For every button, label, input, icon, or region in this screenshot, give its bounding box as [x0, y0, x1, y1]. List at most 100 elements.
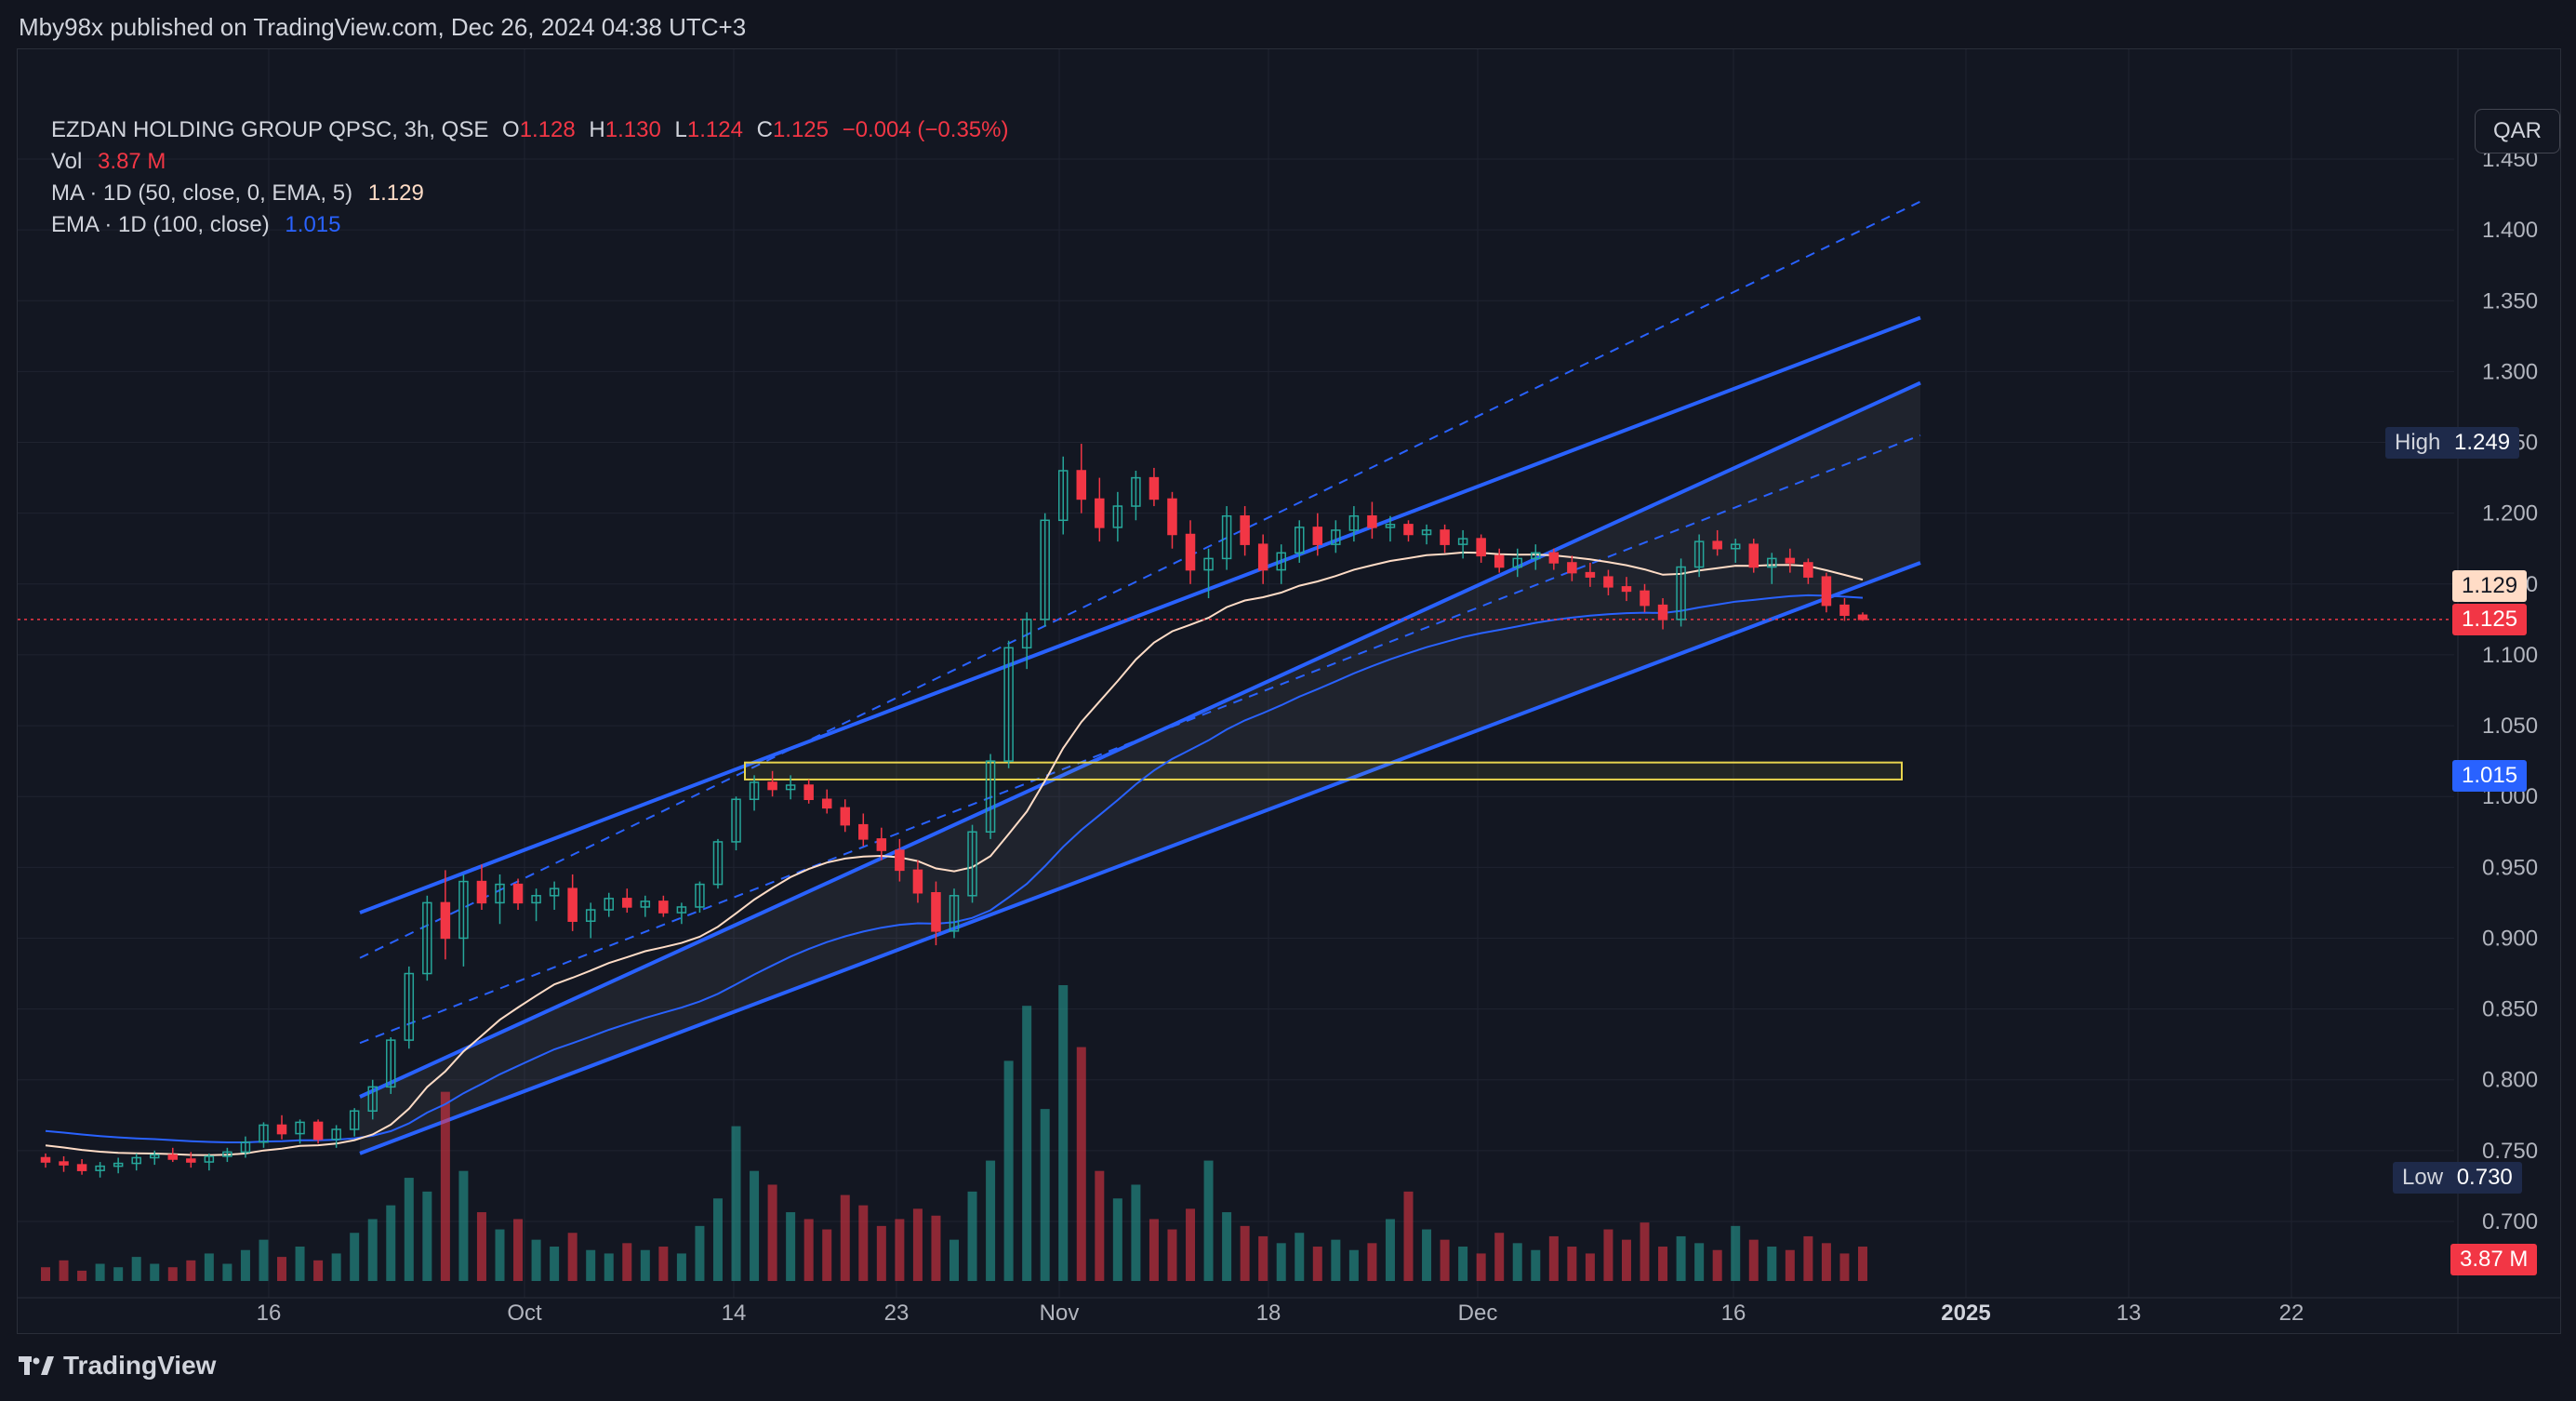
- support-zone: [744, 761, 1903, 781]
- volume-bar-96: [1785, 1249, 1795, 1281]
- candle-body-58: [1095, 498, 1105, 528]
- candle-46: [876, 827, 887, 861]
- candle-body-19: [386, 1039, 396, 1088]
- volume-bar-60: [1131, 1184, 1141, 1281]
- candle-2: [76, 1159, 87, 1175]
- candle-body-27: [531, 895, 541, 904]
- volume-bar-84: [1567, 1247, 1577, 1281]
- candle-31: [604, 892, 614, 917]
- volume-bar-11: [240, 1249, 250, 1281]
- candle-body-84: [1567, 562, 1577, 574]
- volume-bar-76: [1422, 1229, 1432, 1281]
- candle-65: [1221, 506, 1232, 570]
- candle-24: [476, 864, 487, 911]
- candle-body-72: [1348, 514, 1360, 531]
- candle-42: [803, 779, 814, 804]
- candle-100: [1857, 612, 1868, 621]
- volume-bar-85: [1585, 1253, 1595, 1281]
- volume-bar-10: [222, 1263, 232, 1281]
- volume-bar-58: [1095, 1170, 1105, 1281]
- price-tick-1: 0.750: [2482, 1139, 2538, 1164]
- candle-body-95: [1767, 557, 1777, 568]
- ma-badge: 1.129: [2452, 570, 2528, 602]
- volume-bar-49: [931, 1215, 941, 1281]
- ema-label: EMA · 1D (100, close): [51, 212, 270, 237]
- volume-bar-91: [1694, 1243, 1705, 1281]
- candle-10: [222, 1147, 232, 1163]
- volume-bar-2: [77, 1270, 87, 1281]
- channel-lower-line: [359, 561, 1921, 1155]
- candle-body-1: [59, 1161, 69, 1166]
- candle-61: [1149, 467, 1160, 507]
- volume-bar-70: [1312, 1247, 1322, 1281]
- price-tick-3: 0.850: [2482, 997, 2538, 1022]
- candle-37: [712, 838, 724, 889]
- candle-47: [895, 838, 905, 882]
- candle-body-90: [1676, 566, 1686, 620]
- time-tick-0: 16: [257, 1301, 282, 1326]
- ma-value: 1.129: [367, 180, 424, 206]
- volume-bar-34: [658, 1247, 669, 1281]
- candle-body-70: [1312, 527, 1323, 545]
- open-value: 1.128: [519, 117, 576, 142]
- candle-19: [386, 1037, 396, 1094]
- candle-body-8: [186, 1158, 196, 1163]
- price-chart[interactable]: 0.7000.7500.8000.8500.9000.9501.0001.050…: [18, 49, 2560, 1333]
- volume-bar-90: [1676, 1235, 1686, 1281]
- volume-bar-30: [586, 1249, 596, 1281]
- candle-83: [1548, 548, 1560, 570]
- candle-93: [1730, 539, 1741, 563]
- low-badge: Low 0.730: [2393, 1162, 2522, 1194]
- volume-bar-6: [150, 1263, 160, 1281]
- candle-body-68: [1276, 552, 1286, 571]
- candle-11: [240, 1136, 251, 1158]
- volume-bar-24: [476, 1212, 486, 1281]
- candle-body-22: [440, 901, 451, 940]
- channel-mid-lower-line: [359, 434, 1921, 1045]
- candle-36: [695, 881, 705, 914]
- chart-frame[interactable]: 0.700 0.750 0.800 0.850 0.900 0.950 1.000 1.050…: [17, 48, 2561, 1334]
- support-zone-rect: [744, 761, 1903, 781]
- candle-body-91: [1693, 540, 1705, 568]
- candle-body-41: [785, 784, 796, 791]
- close-value: 1.125: [772, 117, 829, 142]
- candle-67: [1257, 534, 1268, 584]
- candle-body-55: [1040, 519, 1050, 620]
- tradingview-logo[interactable]: TradingView: [19, 1351, 216, 1381]
- candle-body-28: [549, 887, 560, 897]
- candle-body-69: [1295, 527, 1305, 554]
- time-tick-7: 16: [1721, 1301, 1746, 1326]
- candle-body-40: [767, 781, 777, 791]
- price-axis: 0.7000.7500.8000.8500.9000.9501.0001.050…: [2457, 49, 2538, 1333]
- candle-17: [349, 1108, 360, 1137]
- candle-body-33: [640, 901, 651, 908]
- candle-92: [1712, 529, 1722, 556]
- open-label: O: [502, 117, 520, 142]
- candle-body-49: [931, 891, 941, 932]
- candle-60: [1131, 470, 1141, 521]
- currency-button[interactable]: QAR: [2475, 109, 2560, 153]
- volume-bar-17: [350, 1233, 360, 1281]
- volume-bar-89: [1658, 1247, 1668, 1281]
- candle-6: [149, 1150, 160, 1166]
- volume-bar-86: [1603, 1229, 1613, 1281]
- volume-bar-15: [313, 1260, 324, 1281]
- candle-59: [1112, 491, 1123, 542]
- volume-bar-47: [895, 1219, 905, 1281]
- candle-95: [1767, 553, 1777, 584]
- volume-bar-63: [1186, 1208, 1196, 1281]
- volume-bar-36: [695, 1225, 705, 1281]
- candle-body-13: [276, 1124, 287, 1135]
- candle-3: [95, 1162, 105, 1178]
- candle-71: [1331, 520, 1341, 554]
- candle-body-67: [1257, 543, 1268, 571]
- volume-bar-83: [1548, 1235, 1559, 1281]
- candle-28: [549, 881, 560, 911]
- legend: EZDAN HOLDING GROUP QPSC, 3h, QSE O1.128…: [51, 114, 1008, 241]
- candle-body-99: [1839, 604, 1850, 617]
- candle-body-85: [1585, 571, 1596, 578]
- volume-bar-52: [986, 1160, 996, 1281]
- candle-39: [749, 775, 760, 811]
- legend-symbol-row: EZDAN HOLDING GROUP QPSC, 3h, QSE O1.128…: [51, 114, 1008, 146]
- candle-14: [295, 1119, 305, 1144]
